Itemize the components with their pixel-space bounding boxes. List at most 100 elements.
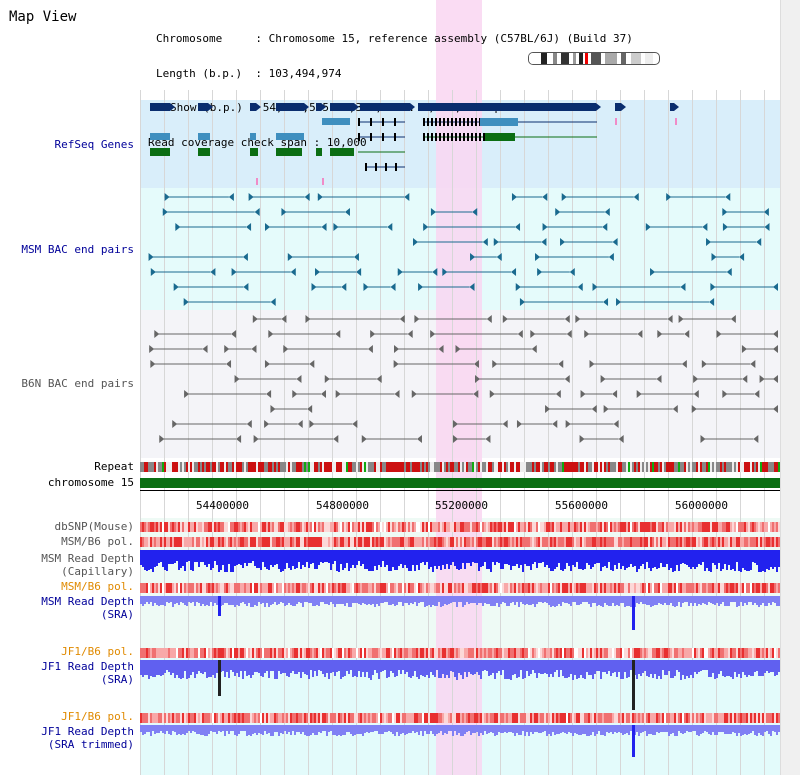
repeat-segment [194,462,196,472]
depth-bar [246,725,248,736]
msm-depth-sra-track[interactable] [140,596,780,632]
polymorphism-cell [370,713,372,723]
refseq-genes-track[interactable] [140,100,780,188]
jf1-trim-label-1[interactable]: JF1 Read Depth [41,725,134,738]
depth-bar [550,660,552,674]
depth-bar [378,550,380,565]
depth-bar [154,550,156,567]
chromosome-bar[interactable] [140,478,780,488]
msm-bac-label[interactable]: MSM BAC end pairs [21,243,134,256]
bac-end [502,315,508,323]
polymorphism-cell [196,583,198,593]
jf1-pol-track[interactable] [140,648,780,658]
polymorphism-cell [694,713,696,723]
repeat-segment [682,462,684,472]
polymorphism-cell [234,537,236,547]
depth-bar [182,725,184,734]
depth-bar [736,550,738,562]
msm-bac-pairs-track[interactable] [140,188,780,310]
polymorphism-cell [712,537,714,547]
depth-bar [762,550,764,571]
bac-end [309,360,315,368]
polymorphism-cell [758,583,760,593]
msm-pol-track[interactable] [140,537,780,547]
depth-bar [480,660,482,679]
depth-bar [262,725,264,735]
depth-bar [658,550,660,568]
depth-bar [288,596,290,603]
repeat-track[interactable] [140,462,780,472]
polymorphism-cell [232,583,234,593]
polymorphism-cell [144,537,146,547]
b6n-bac-pairs-track[interactable] [140,310,780,458]
b6n-bac-label[interactable]: B6N BAC end pairs [21,377,134,390]
polymorphism-cell [578,648,580,658]
depth-bar [526,596,528,604]
msm-depth-cap-track[interactable] [140,550,780,582]
polymorphism-cell [514,648,516,658]
refseq-label[interactable]: RefSeq Genes [54,138,134,151]
depth-bar [234,725,236,735]
grid-line [212,90,213,775]
bac-end [575,315,581,323]
depth-bar [314,550,316,569]
polymorphism-cell [500,583,502,593]
jf1-pol-label[interactable]: JF1/B6 pol. [61,645,134,658]
dbsnp-track[interactable] [140,522,780,532]
depth-bar [202,550,204,562]
polymorphism-cell [480,537,482,547]
depth-bar [422,725,424,736]
depth-bar [756,550,758,565]
depth-bar [704,596,706,604]
polymorphism-cell [422,713,424,723]
polymorphism-cell [390,713,392,723]
polymorphism-cell [636,713,638,723]
jf1-trim-track[interactable] [140,725,780,759]
polymorphism-cell [610,583,612,593]
msm-pol-track-2[interactable] [140,583,780,593]
depth-bar [260,725,262,734]
polymorphism-cell [356,648,358,658]
jf1-pol-track-2[interactable] [140,713,780,723]
polymorphism-cell [154,583,156,593]
repeat-segment [190,462,192,472]
depth-bar [510,660,512,680]
bac-end [600,375,606,383]
polymorphism-cell [550,522,552,532]
jf1-depth-label-1[interactable]: JF1 Read Depth [41,660,134,673]
polymorphism-cell [758,537,760,547]
repeat-segment [576,462,578,472]
jf1-depth-track[interactable] [140,660,780,710]
msm-depth-sra-label-1[interactable]: MSM Read Depth [41,595,134,608]
polymorphism-cell [654,537,656,547]
polymorphism-cell [420,713,422,723]
selection-highlight[interactable] [436,0,482,775]
polymorphism-cell [358,583,360,593]
polymorphism-cell [652,522,654,532]
polymorphism-cell [552,522,554,532]
polymorphism-cell [244,648,246,658]
depth-bar [762,596,764,603]
gene-exon [394,133,396,141]
jf1-pol-label-2[interactable]: JF1/B6 pol. [61,710,134,723]
dbsnp-label[interactable]: dbSNP(Mouse) [54,520,134,533]
depth-bar [410,725,412,733]
msm-depth-cap-label-1[interactable]: MSM Read Depth [41,552,134,565]
msm-pol-label-2[interactable]: MSM/B6 pol. [61,580,134,593]
vertical-scrollbar[interactable] [780,0,800,775]
depth-bar [502,596,504,602]
repeat-segment [228,462,230,472]
bac-end [246,223,252,231]
depth-bar [172,660,174,673]
polymorphism-cell [752,583,754,593]
msm-pol-label[interactable]: MSM/B6 pol. [61,535,134,548]
chromosome-ideogram[interactable] [528,52,660,65]
depth-bar [372,596,374,604]
polymorphism-cell [646,713,648,723]
polymorphism-cell [646,583,648,593]
polymorphism-cell [210,522,212,532]
depth-bar [152,550,154,572]
depth-bar [572,550,574,565]
depth-bar [398,550,400,566]
polymorphism-cell [554,583,556,593]
